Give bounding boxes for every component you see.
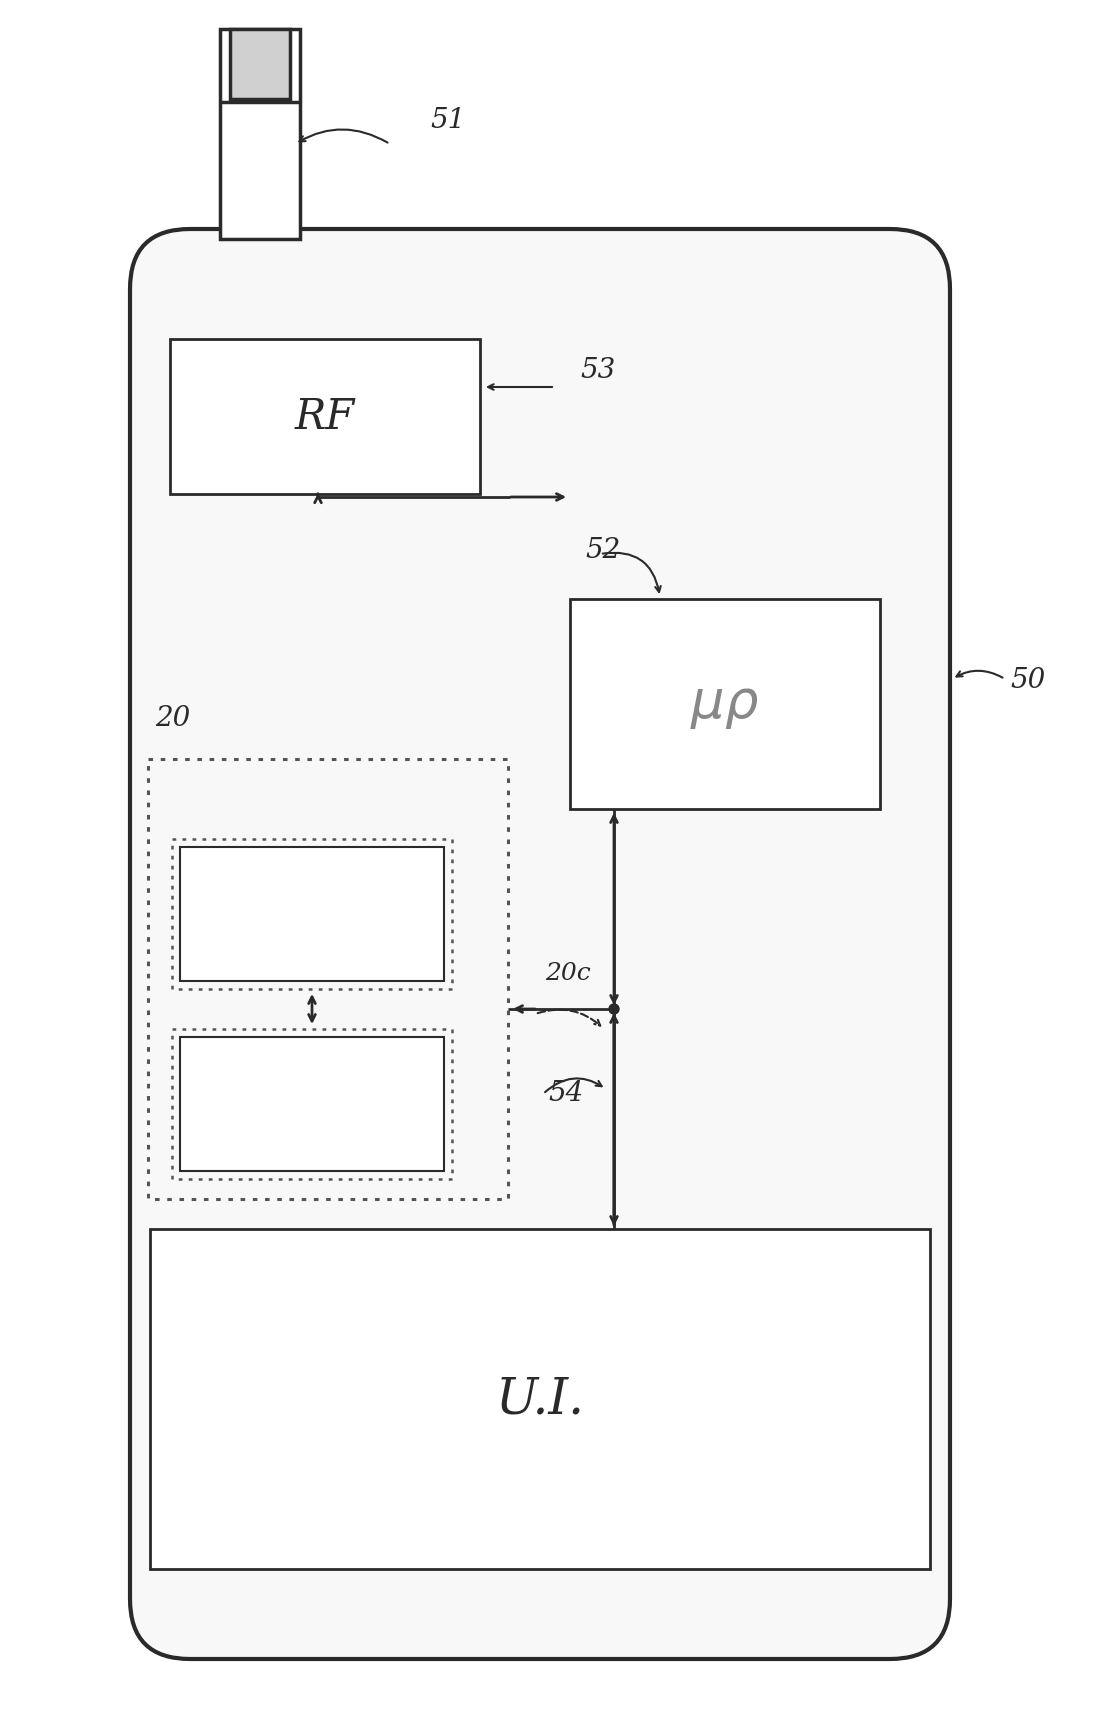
Bar bbox=[220, 29, 300, 239]
Text: 20c: 20c bbox=[545, 961, 591, 984]
Text: U.I.: U.I. bbox=[496, 1375, 585, 1423]
Text: 20a: 20a bbox=[289, 903, 335, 925]
FancyBboxPatch shape bbox=[130, 229, 950, 1659]
Text: RF: RF bbox=[295, 396, 355, 438]
Text: 20: 20 bbox=[155, 705, 190, 731]
Bar bbox=[180, 848, 444, 982]
Text: 51: 51 bbox=[430, 107, 465, 133]
Bar bbox=[173, 1029, 452, 1179]
Bar bbox=[180, 1037, 444, 1172]
Bar bbox=[570, 600, 880, 810]
Text: 50: 50 bbox=[1010, 667, 1045, 693]
Bar bbox=[173, 839, 452, 989]
Bar bbox=[149, 1228, 930, 1570]
Text: 53: 53 bbox=[580, 357, 615, 383]
Bar bbox=[170, 339, 480, 495]
Text: 54: 54 bbox=[548, 1079, 584, 1106]
Bar bbox=[148, 760, 508, 1199]
Text: 52: 52 bbox=[585, 536, 620, 563]
Bar bbox=[230, 29, 290, 100]
Text: 20b: 20b bbox=[288, 1092, 336, 1117]
Circle shape bbox=[609, 1005, 619, 1015]
Text: $\mu\rho$: $\mu\rho$ bbox=[690, 679, 759, 731]
